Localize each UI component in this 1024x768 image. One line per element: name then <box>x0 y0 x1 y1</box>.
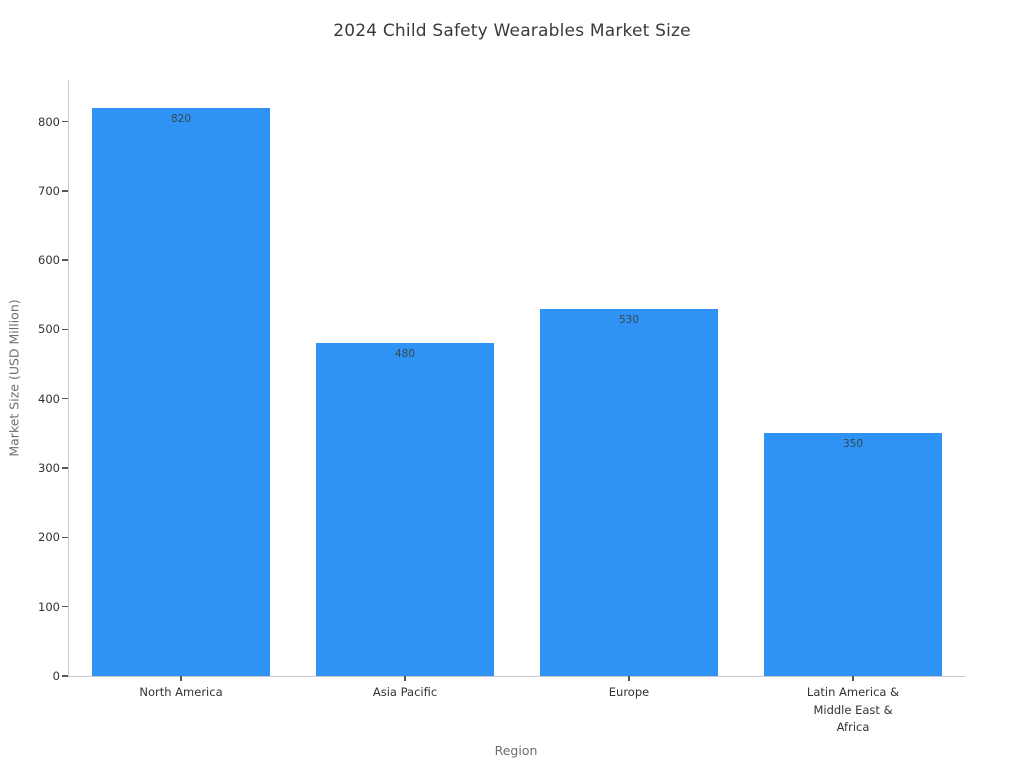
y-tick-mark <box>62 259 68 261</box>
bar-value-label: 350 <box>842 438 864 451</box>
y-tick-label: 0 <box>52 669 60 683</box>
chart-title: 2024 Child Safety Wearables Market Size <box>333 21 691 41</box>
y-tick-mark <box>62 398 68 400</box>
x-axis-title: Region <box>494 743 538 758</box>
plot-area: 0 100 200 300 400 500 600 700 800 820 North Americ… <box>38 80 965 734</box>
y-tick-label: 200 <box>38 530 60 545</box>
bar <box>764 433 942 676</box>
x-tick-mark <box>404 676 406 681</box>
y-tick-mark <box>62 190 68 192</box>
x-tick-label: North America <box>139 685 223 699</box>
x-tick-label: Asia Pacific <box>372 685 438 699</box>
y-tick-label: 600 <box>38 253 60 268</box>
bar <box>316 343 494 676</box>
y-tick-mark <box>62 467 68 469</box>
y-tick-mark <box>62 328 68 331</box>
x-tick-label: Europe <box>608 685 650 699</box>
y-tick-label: 400 <box>38 391 60 406</box>
bar <box>540 308 718 676</box>
y-tick-mark <box>62 536 68 539</box>
y-tick-mark <box>62 675 68 677</box>
x-tick-label: Latin America & Middle East & Africa <box>806 685 900 734</box>
y-tick-label: 500 <box>38 322 60 337</box>
y-tick-label: 100 <box>38 599 60 614</box>
x-tick-mark <box>852 676 854 681</box>
y-tick-label: 300 <box>38 461 60 476</box>
x-tick-mark <box>180 676 182 681</box>
bar-value-label: 480 <box>394 348 416 361</box>
bar-value-label: 530 <box>618 313 640 326</box>
bar <box>92 107 270 676</box>
x-tick-mark <box>628 676 630 681</box>
y-tick-mark <box>62 605 68 608</box>
y-tick-label: 800 <box>38 114 60 129</box>
bar-value-label: 820 <box>170 112 192 125</box>
y-tick-label: 700 <box>38 183 60 198</box>
y-tick-mark <box>62 120 68 123</box>
